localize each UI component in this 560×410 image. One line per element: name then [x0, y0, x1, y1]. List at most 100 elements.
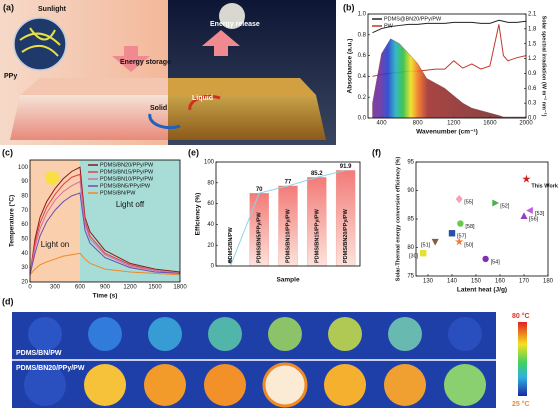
x-tick-label: 180: [543, 279, 554, 285]
category-label: PDMS/BN15/PPy/PW: [314, 208, 320, 263]
x-tick-label: 170: [519, 279, 530, 285]
panel-label: (a): [3, 2, 14, 12]
line: [29, 173, 181, 275]
label: Sunlight: [38, 6, 67, 13]
thermal-spot: [84, 364, 126, 406]
x-axis-label: Latent heat (J/g): [457, 287, 507, 294]
thermal-spot: [88, 317, 122, 351]
point-label: [51]: [421, 242, 431, 248]
value-label: 85.2: [311, 171, 323, 177]
slab-right: [168, 95, 326, 140]
thermal-spot: [208, 317, 242, 351]
label: Energy storage: [120, 59, 171, 66]
line: [29, 252, 181, 276]
y-tick-label: 0.2: [358, 95, 367, 101]
point: [492, 199, 500, 207]
y-tick-label: 75: [407, 274, 414, 280]
x-tick-label: 0: [28, 285, 32, 291]
x-tick-label: 160: [495, 279, 506, 285]
y2-tick-label: 0.9: [528, 71, 537, 77]
point: [454, 237, 464, 246]
x-tick-label: 150: [471, 279, 482, 285]
slab-top-right: [168, 78, 316, 95]
point-label: [57]: [457, 234, 467, 240]
point-label: [58]: [465, 224, 475, 230]
point-label: [54]: [491, 259, 501, 265]
y-tick-label: 40: [21, 251, 28, 257]
thermal-spot: [262, 362, 308, 408]
label: Liquid: [192, 95, 213, 102]
value-label: 70: [256, 187, 263, 193]
colorbar-max: 80 °C: [512, 312, 530, 320]
thermal-spot: [444, 364, 486, 406]
point-label: [52]: [500, 203, 510, 209]
plot-frame: [415, 161, 549, 277]
label: PPy: [4, 73, 17, 80]
y-tick-label: 70: [21, 208, 28, 214]
plot-frame: [367, 13, 527, 119]
y2-tick-label: 1.5: [528, 41, 537, 47]
panel-a: (a) Sunlight PPy Energy storage Energy r…: [0, 0, 336, 145]
value-label: 77: [285, 179, 292, 185]
y-axis-label: Solar-Thermal energy conversion efficien…: [395, 157, 401, 282]
panel-label: (c): [2, 147, 13, 157]
thermal-spot: [388, 317, 422, 351]
y2-tick-label: 2.1: [528, 12, 537, 18]
y-tick-label: 20: [207, 243, 214, 249]
point: [482, 255, 489, 263]
point-label: [50]: [464, 242, 474, 248]
y-tick-label: 100: [18, 165, 29, 171]
thermal-spot: [144, 364, 186, 406]
y-tick-label: 0.6: [358, 53, 367, 59]
x-tick-label: 140: [447, 279, 458, 285]
legend-label: PDMS/BN/PW: [100, 190, 136, 196]
x-axis-label: Time (s): [93, 293, 118, 300]
plot-frame: [215, 161, 361, 267]
point-label: This Work: [531, 184, 558, 190]
x-axis-label: Sample: [276, 277, 300, 284]
y-tick-label: 85: [407, 217, 414, 223]
value-label: 0: [229, 260, 233, 266]
x-tick-label: 1500: [148, 285, 162, 291]
line: [29, 180, 181, 275]
line: [372, 19, 527, 34]
row-label: PDMS/BN/PW: [16, 350, 62, 357]
label: Energy release: [210, 21, 260, 28]
thermal-spot: [324, 364, 366, 406]
y-tick-label: 95: [407, 160, 414, 166]
region-label: Light on: [41, 240, 69, 249]
y-tick-label: 90: [407, 188, 414, 194]
region-label: Light off: [116, 200, 145, 209]
y-tick-label: 0.0: [358, 116, 367, 122]
y-axis-label: Temperature (°C): [8, 195, 16, 247]
category-label: PDMS/BN20/PPy/PW: [343, 208, 349, 263]
thermal-spot: [24, 364, 66, 406]
row-label: PDMS/BN20/PPy/PW: [16, 365, 85, 372]
y-tick-label: 80: [407, 245, 414, 251]
x-tick-label: 1600: [483, 121, 497, 127]
thermal-spot: [384, 364, 426, 406]
panel-label: (b): [343, 2, 355, 12]
point: [448, 230, 456, 237]
x-tick-label: 130: [423, 279, 434, 285]
category-label: PDMS/BN5/PPy/PW: [257, 211, 263, 263]
value-label: 91.9: [340, 164, 352, 170]
point: [420, 250, 427, 257]
x-tick-label: 1200: [123, 285, 137, 291]
y2-tick-label: 1.8: [528, 26, 537, 32]
thermal-spot: [28, 317, 62, 351]
x-tick-label: 900: [100, 285, 111, 291]
x-tick-label: 1200: [447, 121, 461, 127]
x-tick-label: 2000: [519, 121, 533, 127]
legend-label: PW: [384, 23, 394, 29]
y-tick-label: 60: [21, 222, 28, 228]
panel-label: (e): [188, 147, 199, 157]
y-tick-label: 60: [207, 201, 214, 207]
point: [457, 220, 464, 227]
point: [431, 238, 439, 246]
thermal-spot: [328, 317, 362, 351]
point: [520, 212, 528, 220]
panel-label: (f): [372, 147, 381, 157]
region: [80, 160, 180, 282]
